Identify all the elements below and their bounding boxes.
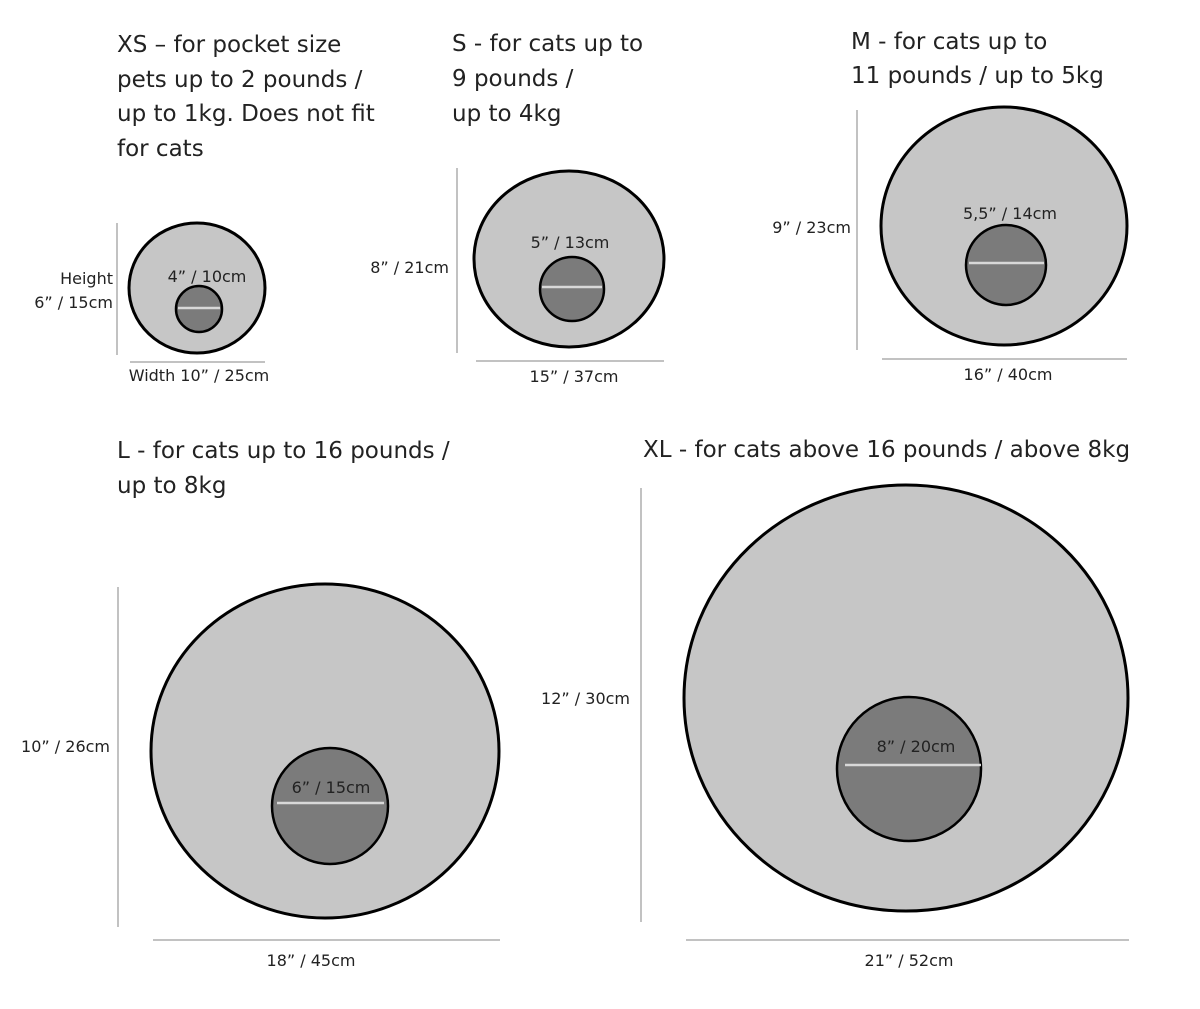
xl-entrance-label: 8” / 20cm — [877, 737, 956, 756]
xl-height-label: 12” / 30cm — [541, 689, 630, 708]
size-m: M - for cats up to 11 pounds / up to 5kg… — [772, 29, 1129, 384]
m-height-label: 9” / 23cm — [772, 218, 851, 237]
xl-entrance — [835, 695, 983, 843]
xl-width-label: 21” / 52cm — [865, 951, 954, 970]
m-width-label: 16” / 40cm — [964, 365, 1053, 384]
m-entrance-label: 5,5” / 14cm — [963, 204, 1057, 223]
l-height-label: 10” / 26cm — [21, 737, 110, 756]
xs-title-line: up to 1kg. Does not fit — [117, 101, 375, 127]
xs-height-label: Height — [60, 269, 113, 288]
s-title-line: up to 4kg — [452, 101, 561, 127]
l-title-line: L - for cats up to 16 pounds / — [117, 438, 450, 464]
xs-height-label: 6” / 15cm — [34, 293, 113, 312]
m-entrance — [964, 223, 1048, 307]
size-l: L - for cats up to 16 pounds / up to 8kg… — [21, 438, 501, 970]
l-entrance-label: 6” / 15cm — [292, 778, 371, 797]
s-title-line: S - for cats up to — [452, 31, 643, 57]
l-entrance — [270, 746, 390, 866]
l-width-label: 18” / 45cm — [267, 951, 356, 970]
xs-width-label: Width 10” / 25cm — [129, 366, 270, 385]
size-xl: XL - for cats above 16 pounds / above 8k… — [541, 437, 1130, 970]
xs-title-line: pets up to 2 pounds / — [117, 67, 363, 93]
size-s: S - for cats up to 9 pounds / up to 4kg … — [370, 31, 666, 386]
l-title-line: up to 8kg — [117, 473, 226, 499]
xl-title-line: XL - for cats above 16 pounds / above 8k… — [643, 437, 1130, 463]
xs-entrance-label: 4” / 10cm — [168, 267, 247, 286]
s-height-label: 8” / 21cm — [370, 258, 449, 277]
s-entrance-label: 5” / 13cm — [531, 233, 610, 252]
size-xs: XS – for pocket size pets up to 2 pounds… — [34, 32, 375, 385]
s-entrance — [538, 255, 606, 323]
s-width-label: 15” / 37cm — [530, 367, 619, 386]
m-title-line: M - for cats up to — [851, 29, 1047, 55]
xs-title-line: XS – for pocket size — [117, 32, 341, 58]
xs-title-line: for cats — [117, 136, 204, 162]
s-title-line: 9 pounds / — [452, 66, 574, 92]
m-title-line: 11 pounds / up to 5kg — [851, 63, 1104, 89]
